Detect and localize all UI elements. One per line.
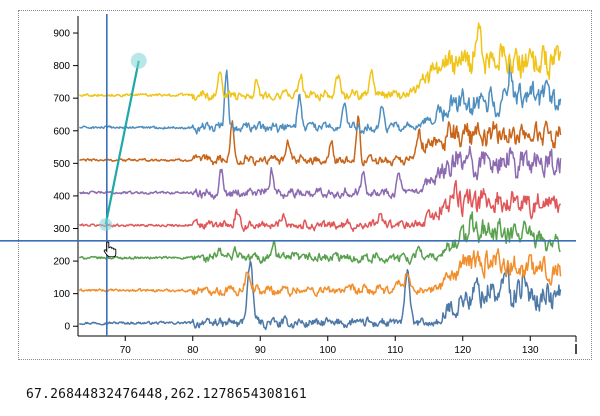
y-tick: 300 bbox=[53, 224, 78, 235]
x-tick-label: 90 bbox=[255, 345, 267, 356]
series-line-2 bbox=[78, 248, 562, 298]
x-tick-label: 70 bbox=[120, 345, 132, 356]
series-layer bbox=[78, 22, 562, 331]
x-tick: 130 bbox=[522, 336, 539, 356]
line-chart[interactable]: 70 80 90 100 110 120 130 0 100 200 300 400 500 600 70… bbox=[0, 0, 600, 370]
series-line-5 bbox=[79, 145, 562, 200]
series-line-3 bbox=[78, 211, 561, 265]
y-tick: 700 bbox=[53, 94, 78, 105]
y-tick-label: 500 bbox=[53, 159, 70, 170]
y-tick: 200 bbox=[53, 257, 78, 268]
x-tick-label: 110 bbox=[387, 345, 403, 356]
y-tick-label: 900 bbox=[53, 29, 70, 40]
series-line-4 bbox=[78, 179, 562, 233]
y-tick: 600 bbox=[53, 126, 78, 137]
drag-handle-start[interactable] bbox=[99, 218, 113, 232]
y-tick: 800 bbox=[53, 61, 78, 72]
y-tick: 900 bbox=[53, 29, 78, 40]
y-tick-label: 0 bbox=[64, 322, 70, 333]
x-axis: 70 80 90 100 110 120 130 bbox=[78, 335, 577, 356]
series-line-7 bbox=[79, 59, 562, 135]
coordinate-readout: 67.26844832476448,262.1278654308161 bbox=[26, 387, 307, 402]
x-tick: 70 bbox=[120, 336, 132, 356]
y-tick: 0 bbox=[64, 322, 78, 333]
series-line-1 bbox=[78, 260, 562, 331]
x-tick-label: 130 bbox=[522, 345, 539, 356]
y-tick-label: 600 bbox=[53, 126, 70, 137]
y-tick-label: 200 bbox=[53, 257, 70, 268]
x-tick: 80 bbox=[187, 336, 199, 356]
y-tick-label: 800 bbox=[53, 61, 70, 72]
series-line-6 bbox=[79, 115, 562, 167]
overlay-layer[interactable] bbox=[0, 14, 577, 354]
y-axis: 0 100 200 300 400 500 600 700 800 900 bbox=[53, 16, 79, 336]
x-tick: 120 bbox=[454, 336, 472, 356]
drag-line[interactable] bbox=[104, 60, 140, 225]
y-tick-label: 400 bbox=[53, 191, 70, 202]
y-tick: 400 bbox=[53, 191, 78, 202]
chart-frame bbox=[18, 10, 592, 360]
y-tick: 100 bbox=[53, 289, 78, 300]
y-tick: 500 bbox=[53, 159, 78, 170]
x-tick: 110 bbox=[387, 336, 404, 356]
drag-handle-end[interactable] bbox=[130, 52, 147, 69]
series-line-8 bbox=[78, 22, 562, 102]
x-tick-label: 100 bbox=[319, 345, 336, 356]
x-tick: 100 bbox=[319, 336, 337, 356]
x-tick-label: 120 bbox=[454, 345, 471, 356]
y-tick-label: 700 bbox=[53, 94, 70, 105]
x-tick: 90 bbox=[255, 336, 267, 356]
hand-cursor-icon bbox=[103, 241, 117, 258]
y-tick-label: 300 bbox=[53, 224, 70, 235]
y-tick-label: 100 bbox=[53, 289, 70, 300]
x-tick-label: 80 bbox=[187, 345, 199, 356]
